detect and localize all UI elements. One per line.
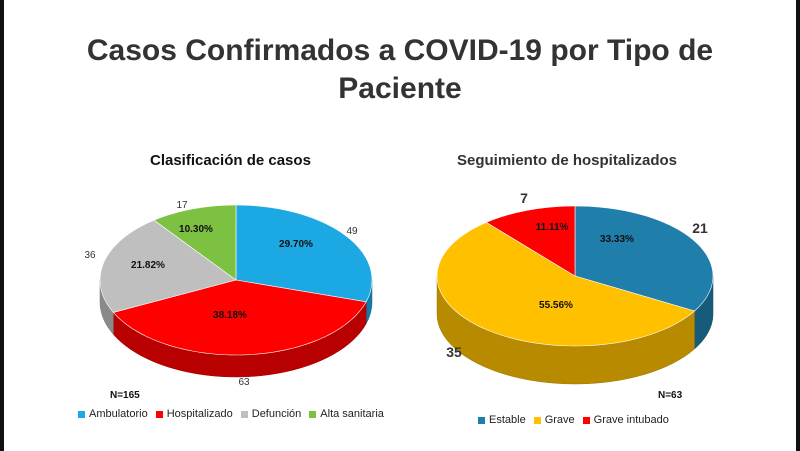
- value-label-ambulatorio: 49: [346, 226, 358, 237]
- legend-seguimiento: Estable Grave Grave intubado: [478, 414, 669, 426]
- legend-swatch: [478, 416, 485, 424]
- legend-swatch: [582, 416, 590, 424]
- pie-slice-hospitalizado: [112, 279, 367, 356]
- pie-slice-defuncion: [99, 219, 237, 313]
- n-label-seguimiento: N=63: [658, 390, 683, 401]
- value-label-estable: 21: [692, 220, 708, 236]
- legend-label: Ambulatorio: [89, 408, 148, 420]
- n-label-clasificacion: N=165: [110, 390, 140, 401]
- pie-chart-clasificacion: 29.70% 49 38.18% 63 21.82% 36 10.30% 17: [84, 200, 373, 388]
- pie-slice-grave: [436, 222, 696, 347]
- percent-label-estable: 33.33%: [600, 234, 634, 245]
- legend-label: Grave: [544, 414, 575, 426]
- legend-item-estable: Estable: [478, 414, 526, 426]
- legend-item-alta-sanitaria: Alta sanitaria: [309, 408, 384, 420]
- percent-label-defuncion: 21.82%: [131, 260, 165, 271]
- percent-label-ambulatorio: 29.70%: [279, 239, 313, 250]
- legend-swatch: [78, 410, 85, 418]
- pie-slice-grave-intubado: [485, 205, 576, 277]
- percent-label-alta-sanitaria: 10.30%: [179, 224, 213, 235]
- pie-slice-estable: [574, 205, 714, 312]
- legend-clasificacion: Ambulatorio Hospitalizado Defunción Alta sa…: [78, 408, 384, 420]
- chart-title-clasificacion: Clasificación de casos: [150, 152, 311, 169]
- value-label-defuncion: 36: [84, 250, 96, 261]
- value-label-grave: 35: [446, 344, 462, 360]
- legend-item-defuncion: Defunción: [240, 408, 302, 420]
- legend-swatch: [240, 410, 248, 418]
- chart-title-seguimiento: Seguimiento de hospitalizados: [457, 152, 678, 169]
- value-label-alta-sanitaria: 17: [176, 200, 188, 211]
- legend-swatch: [155, 410, 163, 418]
- value-label-grave-intubado: 7: [520, 190, 528, 206]
- legend-item-hospitalizado: Hospitalizado: [155, 408, 233, 420]
- percent-label-hospitalizado: 38.18%: [213, 310, 247, 321]
- legend-label: Grave intubado: [593, 414, 669, 426]
- legend-label: Hospitalizado: [166, 408, 233, 420]
- legend-swatch: [309, 410, 317, 418]
- percent-label-grave: 55.56%: [539, 300, 573, 311]
- legend-label: Estable: [489, 414, 526, 426]
- pie-slice-alta-sanitaria: [153, 204, 237, 281]
- legend-label: Alta sanitaria: [320, 408, 384, 420]
- legend-swatch: [533, 416, 541, 424]
- value-label-hospitalizado: 63: [238, 377, 250, 388]
- percent-label-grave-intubado: 11.11%: [536, 222, 569, 233]
- legend-item-grave: Grave: [533, 414, 575, 426]
- page-title: Casos Confirmados a COVID-19 por Tipo de…: [86, 34, 714, 105]
- right-frame-bar: [796, 0, 800, 451]
- pie-slice-ambulatorio: [235, 204, 373, 303]
- legend-item-ambulatorio: Ambulatorio: [78, 408, 148, 420]
- legend-label: Defunción: [251, 408, 302, 420]
- left-frame-bar: [0, 0, 4, 451]
- pie-chart-seguimiento: 33.33% 21 55.56% 35 11.11% 7: [436, 190, 714, 385]
- legend-item-grave-intubado: Grave intubado: [582, 414, 669, 426]
